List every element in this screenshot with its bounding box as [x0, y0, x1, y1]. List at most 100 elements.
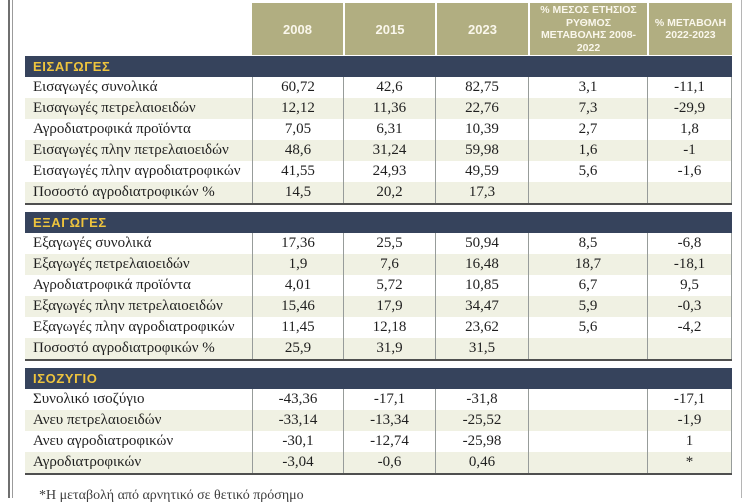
section-rows: Συνολικό ισοζύγιο -43,36 -17,1 -31,8 -17,1 Αν… — [25, 389, 732, 473]
row-value — [647, 338, 732, 359]
trade-statistics-table: 2008 2015 2023 % ΜΕΣΟΣ ΕΤΗΣΙΟΣ ΡΥΘΜΟΣ ΜΕ… — [25, 3, 732, 504]
row-value: 16,48 — [435, 254, 528, 275]
row-value: 1,8 — [647, 119, 732, 140]
row-value: 4,01 — [252, 275, 343, 296]
section-header-exports: ΕΞΑΓΩΓΕΣ — [25, 212, 732, 233]
row-value: 59,98 — [435, 140, 528, 161]
column-header-2023: 2023 — [435, 3, 528, 56]
row-value: -29,9 — [647, 98, 732, 119]
row-value: -1,6 — [647, 161, 732, 182]
row-value: 7,6 — [343, 254, 435, 275]
row-value: 22,76 — [435, 98, 528, 119]
row-value: 1,9 — [252, 254, 343, 275]
row-label: Εξαγωγές συνολικά — [33, 235, 152, 251]
table-row: Ποσοστό αγροδιατροφικών % 25,9 31,9 31,5 — [25, 338, 732, 359]
row-value: -18,1 — [647, 254, 732, 275]
row-value: * — [647, 452, 732, 473]
row-value: 23,62 — [435, 317, 528, 338]
row-label: Εξαγωγές πλην πετρελαιοειδών — [33, 298, 223, 314]
section-rows: Εισαγωγές συνολικά 60,72 42,6 82,75 3,1 -11,1… — [25, 77, 732, 203]
page-left-border-outer — [8, 0, 10, 498]
row-value: 10,39 — [435, 119, 528, 140]
table-row: Εξαγωγές πλην αγροδιατροφικών 11,45 12,18 2… — [25, 317, 732, 338]
row-value: 12,12 — [252, 98, 343, 119]
row-value: 50,94 — [435, 233, 528, 254]
section-exports: ΕΞΑΓΩΓΕΣ Εξαγωγές συνολικά 17,36 25,5 50,94 8… — [25, 212, 732, 361]
row-value: 5,72 — [343, 275, 435, 296]
row-value: 60,72 — [252, 77, 343, 98]
column-header-change-2022-2023: % ΜΕΤΑΒΟΛΗ 2022-2023 — [647, 3, 732, 56]
table-row: Εξαγωγές πετρελαιοειδών 1,9 7,6 16,48 18,7 -1… — [25, 254, 732, 275]
row-value: 9,5 — [647, 275, 732, 296]
row-value: 6,7 — [528, 275, 647, 296]
table-row: Εισαγωγές συνολικά 60,72 42,6 82,75 3,1 -11,1 — [25, 77, 732, 98]
table-row: Αγροδιατροφικά προϊόντα 4,01 5,72 10,85 6,7 9… — [25, 275, 732, 296]
row-value: -25,52 — [435, 410, 528, 431]
row-value: 12,18 — [343, 317, 435, 338]
table-row: Συνολικό ισοζύγιο -43,36 -17,1 -31,8 -17,1 — [25, 389, 732, 410]
row-value: 8,5 — [528, 233, 647, 254]
table-row: Αγροδιατροφικά προϊόντα 7,05 6,31 10,39 2,7 1… — [25, 119, 732, 140]
header-corner-blank — [25, 3, 252, 56]
row-value: 17,3 — [435, 182, 528, 203]
row-value: 31,24 — [343, 140, 435, 161]
section-header-imports: ΕΙΣΑΓΩΓΕΣ — [25, 56, 732, 77]
row-label: Εισαγωγές πλην αγροδιατροφικών — [33, 163, 241, 179]
row-value: -3,04 — [252, 452, 343, 473]
row-value — [528, 182, 647, 203]
row-label: Ανευ πετρελαιοειδών — [33, 412, 162, 428]
row-value: 5,9 — [528, 296, 647, 317]
row-label: Εισαγωγές πετρελαιοειδών — [33, 100, 196, 116]
table-row: Αγροδιατροφικών -3,04 -0,6 0,46 * — [25, 452, 732, 473]
row-value: 18,7 — [528, 254, 647, 275]
row-value — [528, 389, 647, 410]
row-value: -33,14 — [252, 410, 343, 431]
section-rows: Εξαγωγές συνολικά 17,36 25,5 50,94 8,5 -6,8 Εξ… — [25, 233, 732, 359]
row-value: -0,3 — [647, 296, 732, 317]
row-value: 6,31 — [343, 119, 435, 140]
row-value: -6,8 — [647, 233, 732, 254]
column-header-2015: 2015 — [343, 3, 435, 56]
row-value: 42,6 — [343, 77, 435, 98]
table-row: Ποσοστό αγροδιατροφικών % 14,5 20,2 17,3 — [25, 182, 732, 203]
row-value — [528, 410, 647, 431]
page-right-border — [741, 0, 742, 498]
row-value: -31,8 — [435, 389, 528, 410]
row-value: 1 — [647, 431, 732, 452]
row-value: 17,36 — [252, 233, 343, 254]
table-row: Εισαγωγές πλην αγροδιατροφικών 41,55 24,93… — [25, 161, 732, 182]
row-value: 49,59 — [435, 161, 528, 182]
row-value: 34,47 — [435, 296, 528, 317]
row-value: 15,46 — [252, 296, 343, 317]
row-value — [647, 182, 732, 203]
table-row: Εξαγωγές συνολικά 17,36 25,5 50,94 8,5 -6,8 — [25, 233, 732, 254]
row-value: 82,75 — [435, 77, 528, 98]
row-value: -30,1 — [252, 431, 343, 452]
row-value: -0,6 — [343, 452, 435, 473]
row-value: -11,1 — [647, 77, 732, 98]
row-value: 31,5 — [435, 338, 528, 359]
row-value: 7,3 — [528, 98, 647, 119]
row-value: -43,36 — [252, 389, 343, 410]
table-row: Ανευ πετρελαιοειδών -33,14 -13,34 -25,52 -1,… — [25, 410, 732, 431]
row-label: Ποσοστό αγροδιατροφικών % — [33, 340, 215, 356]
page-left-border-inner — [12, 0, 13, 498]
table-row: Εξαγωγές πλην πετρελαιοειδών 15,46 17,9 34,… — [25, 296, 732, 317]
row-label: Εισαγωγές συνολικά — [33, 79, 158, 95]
column-header-avg-annual-change-2008-2022: % ΜΕΣΟΣ ΕΤΗΣΙΟΣ ΡΥΘΜΟΣ ΜΕΤΑΒΟΛΗΣ 2008-20… — [528, 3, 647, 56]
row-label: Εισαγωγές πλην πετρελαιοειδών — [33, 142, 229, 158]
row-label: Εξαγωγές πλην αγροδιατροφικών — [33, 319, 235, 335]
row-label: Εξαγωγές πετρελαιοειδών — [33, 256, 190, 272]
row-value: 7,05 — [252, 119, 343, 140]
row-value: 41,55 — [252, 161, 343, 182]
column-header-2008: 2008 — [252, 3, 343, 56]
row-label: Αγροδιατροφικών — [33, 454, 142, 470]
row-value: 0,46 — [435, 452, 528, 473]
row-value: 20,2 — [343, 182, 435, 203]
table-row: Εισαγωγές πετρελαιοειδών 12,12 11,36 22,76 7… — [25, 98, 732, 119]
table-header-row: 2008 2015 2023 % ΜΕΣΟΣ ΕΤΗΣΙΟΣ ΡΥΘΜΟΣ ΜΕ… — [25, 3, 732, 56]
table-footnote: *Η μεταβολή από αρνητικό σε θετικό πρόση… — [39, 488, 304, 503]
section-header-balance: ΙΣΟΖΥΓΙΟ — [25, 368, 732, 389]
row-value: 2,7 — [528, 119, 647, 140]
row-label: Ανευ αγροδιατροφικών — [33, 433, 174, 449]
